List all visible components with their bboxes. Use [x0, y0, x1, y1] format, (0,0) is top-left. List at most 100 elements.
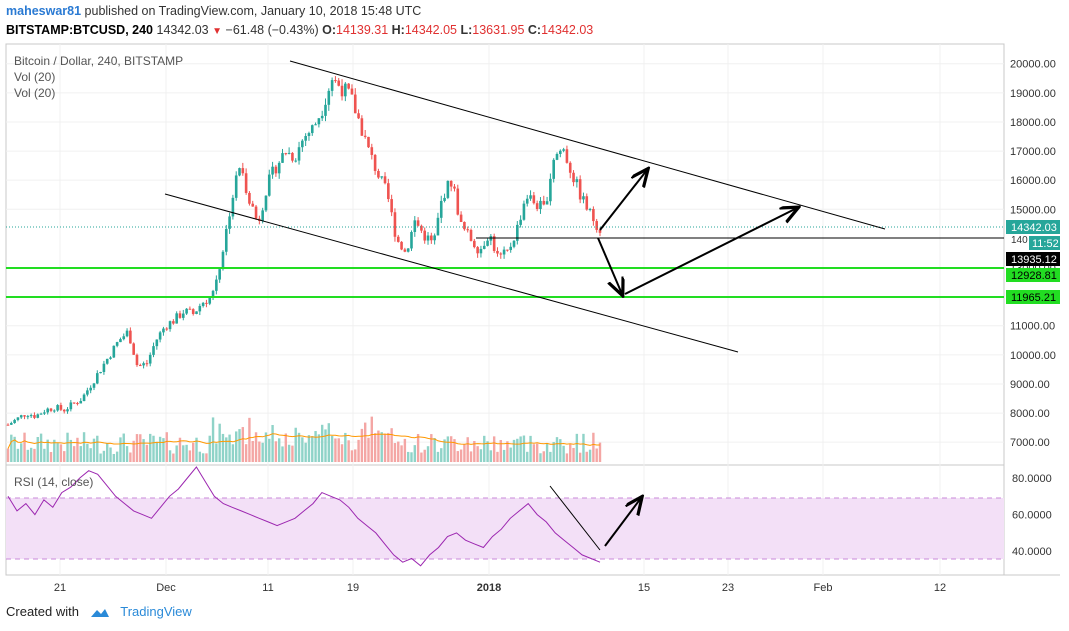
candle-body — [578, 179, 582, 200]
tradingview-link[interactable]: TradingView — [120, 604, 192, 619]
candle-body — [43, 412, 46, 414]
volume-bar — [416, 433, 420, 462]
author-link[interactable]: maheswar81 — [6, 4, 82, 18]
rsi-trendline[interactable] — [549, 485, 601, 551]
candle-body — [294, 160, 298, 162]
volume-bar — [248, 417, 251, 462]
level-tag-3 — [1006, 290, 1060, 304]
volume-bar — [569, 444, 572, 462]
volume-bar — [135, 434, 139, 462]
volume-bar — [287, 444, 291, 462]
volume-bar — [393, 443, 397, 462]
candle-body — [109, 357, 112, 359]
volume-bar — [53, 439, 56, 462]
candle-body — [595, 221, 598, 230]
volume-bar — [469, 451, 473, 462]
legend-rsi: RSI (14, close) — [14, 475, 93, 489]
candle-body — [112, 345, 116, 358]
volume-bar — [10, 434, 13, 462]
volume-bar — [595, 448, 598, 462]
time-tick-label: 21 — [54, 582, 66, 594]
symbol-label: BITSTAMP:BTCUSD, 240 — [6, 23, 154, 37]
candle-body — [49, 408, 53, 411]
volume-bar — [271, 425, 274, 462]
volume-bar — [578, 452, 582, 462]
candle-body — [393, 212, 397, 237]
volume-bar — [492, 436, 496, 462]
candle-body — [132, 343, 135, 355]
volume-bar — [132, 440, 135, 462]
candle-body — [211, 290, 215, 298]
volume-bar — [165, 432, 168, 462]
volume-bar — [324, 429, 327, 462]
volume-bar — [545, 443, 549, 462]
channel-lower-line[interactable] — [164, 193, 739, 353]
candle-body — [320, 115, 324, 119]
candle-body — [532, 195, 536, 204]
volume-bar — [192, 442, 195, 462]
volume-bar — [535, 443, 539, 462]
candle-body — [456, 188, 460, 215]
candle-body — [549, 178, 552, 202]
volume-bar — [274, 441, 278, 462]
low-value: 13631.95 — [472, 23, 525, 37]
candle-body — [572, 172, 575, 183]
price-tick-label: 10000.00 — [1010, 350, 1056, 362]
candle-body — [334, 80, 337, 82]
rsi-arrow[interactable] — [604, 498, 641, 547]
channel-upper-line[interactable] — [289, 60, 886, 230]
volume-bar — [532, 444, 536, 462]
volume-bar — [360, 428, 364, 462]
volume-bar — [499, 439, 502, 462]
volume-bar — [188, 450, 192, 462]
volume-bar — [218, 423, 221, 462]
volume-bar — [307, 435, 311, 462]
candle-body — [344, 83, 347, 97]
candle-body — [575, 179, 579, 183]
volume-bar — [555, 437, 559, 462]
volume-bar — [33, 448, 36, 462]
volume-bar — [13, 436, 16, 462]
volume-bar — [254, 432, 258, 462]
candle-body — [274, 166, 278, 174]
candle-body — [592, 208, 595, 222]
volume-bar — [304, 442, 307, 462]
volume-bar — [449, 436, 453, 462]
candle-body — [215, 279, 218, 291]
volume-bar — [268, 438, 271, 462]
volume-bar — [241, 427, 245, 462]
arrow-down[interactable] — [597, 237, 622, 294]
candle-body — [185, 308, 188, 314]
volume-bar — [129, 452, 132, 462]
candle-body — [59, 405, 63, 410]
candle-body — [413, 220, 417, 232]
volume-bar — [106, 443, 109, 462]
price-tick-label: 19000.00 — [1010, 88, 1056, 100]
volume-bar — [59, 444, 63, 462]
candle-body — [53, 410, 56, 412]
candle-body — [267, 174, 271, 196]
candle-body — [46, 408, 49, 413]
volume-bar — [433, 438, 436, 462]
volume-bar — [575, 433, 579, 462]
candle-body — [281, 153, 284, 163]
volume-bar — [145, 444, 149, 462]
volume-bar — [139, 434, 142, 462]
candle-body — [79, 401, 83, 404]
candle-body — [56, 405, 59, 411]
candle-body — [23, 415, 26, 417]
volume-bar — [387, 432, 390, 462]
volume-bar — [162, 438, 165, 462]
arrow-up-long[interactable] — [624, 208, 797, 295]
candle-body — [519, 219, 522, 225]
arrow-up-short[interactable] — [599, 170, 647, 231]
candle-body — [238, 168, 241, 176]
volume-bar — [506, 441, 509, 462]
volume-bar — [423, 449, 426, 462]
candle-body — [115, 342, 119, 346]
volume-bar — [86, 443, 89, 462]
volume-bar — [291, 445, 294, 462]
volume-bar — [314, 431, 317, 462]
level-tag-1-text: 13935.12 — [1011, 254, 1057, 266]
